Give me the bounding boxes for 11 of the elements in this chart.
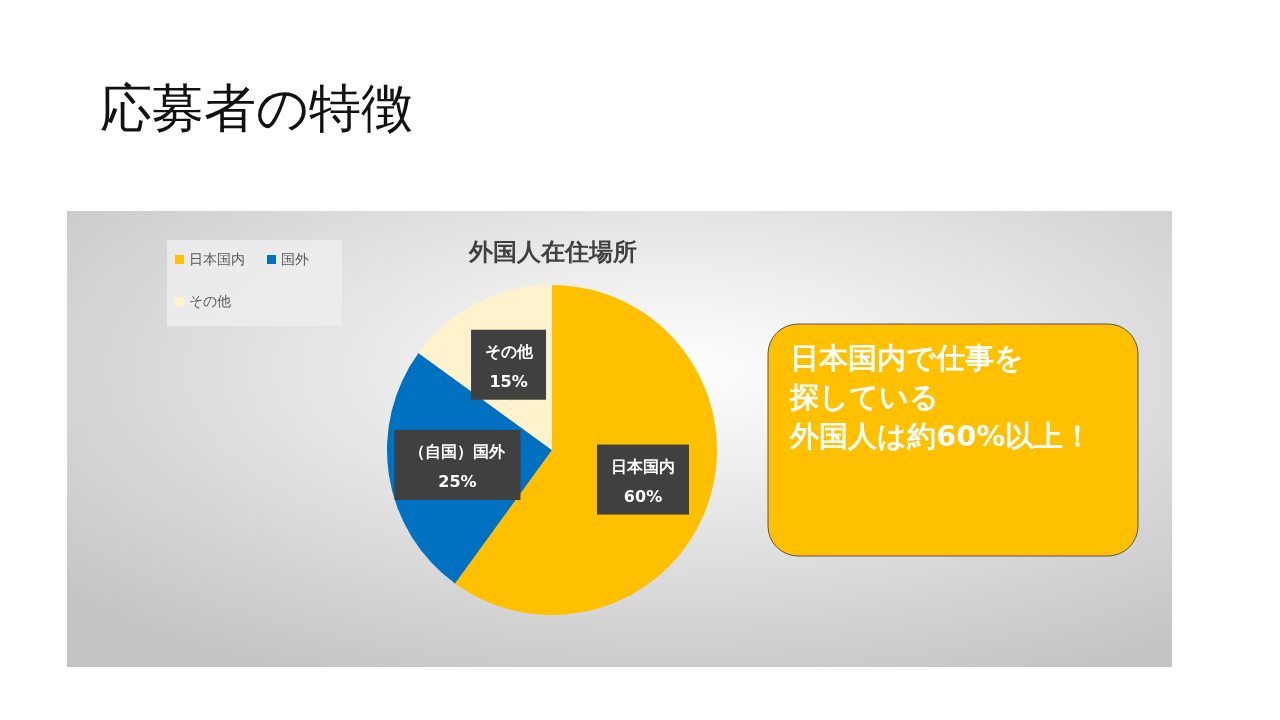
text: 探している (789, 380, 939, 414)
chart-title: 応募者の特徴 (100, 78, 413, 138)
data-label: 日本国内 60% (611, 456, 676, 506)
legend-label: 日本国内 (189, 251, 245, 267)
text: 日本国内で仕事を (790, 341, 1024, 375)
legend-label: その他 (189, 293, 231, 309)
legend-label: 国外 (281, 251, 309, 267)
chart-subtitle: 外国人在住場所 (468, 238, 637, 266)
data-label: （自国）国外 25% (409, 441, 507, 491)
data-label: その他 15% (484, 341, 534, 391)
text: 外国人は約60%以上！ (789, 419, 1093, 453)
